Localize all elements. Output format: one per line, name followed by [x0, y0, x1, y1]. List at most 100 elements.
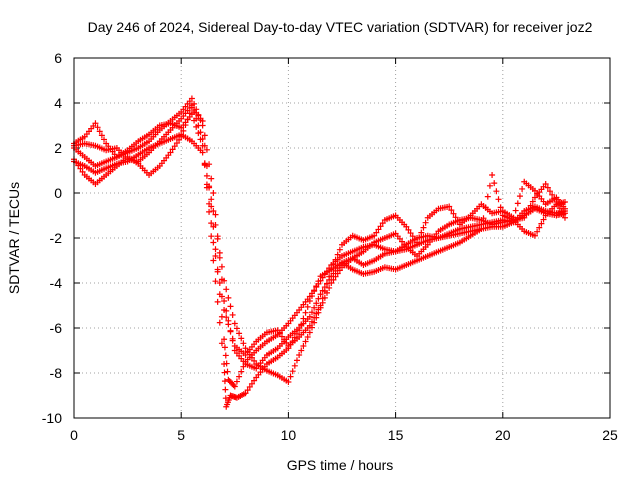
interp-marker: [221, 344, 228, 351]
interp-marker: [420, 224, 427, 231]
interp-marker: [276, 330, 283, 337]
series-track-5: [71, 102, 568, 410]
interp-marker: [246, 351, 253, 358]
interp-marker: [218, 293, 225, 300]
interp-marker: [222, 386, 229, 393]
interp-marker: [512, 207, 519, 214]
y-tick-label: -8: [50, 365, 63, 381]
interp-marker: [308, 293, 315, 300]
data-point: [328, 266, 335, 273]
interp-marker: [212, 211, 219, 218]
interp-marker: [422, 219, 429, 226]
interp-marker: [216, 280, 223, 286]
data-series: [71, 95, 568, 410]
x-axis-label: GPS time / hours: [287, 457, 394, 473]
data-point: [199, 149, 206, 156]
interp-marker: [375, 226, 382, 233]
interp-marker: [193, 115, 200, 122]
data-point: [210, 208, 217, 214]
interp-marker: [536, 224, 543, 231]
interp-marker: [208, 196, 215, 203]
y-tick-label: 6: [54, 50, 62, 66]
data-point: [188, 102, 195, 109]
interp-marker: [223, 314, 230, 321]
series-track-4: [71, 131, 568, 385]
data-point: [210, 257, 217, 264]
interp-marker: [221, 378, 228, 385]
interp-marker: [491, 180, 498, 187]
y-tick-label: -2: [50, 230, 63, 246]
data-point: [317, 291, 324, 298]
interp-marker: [191, 109, 198, 115]
interp-marker: [208, 233, 215, 240]
interp-marker: [218, 340, 225, 347]
interp-marker: [227, 328, 234, 335]
interp-marker: [216, 249, 223, 256]
interp-marker: [313, 300, 320, 307]
interp-marker: [549, 191, 556, 198]
data-point: [561, 199, 568, 205]
data-point: [210, 190, 217, 196]
data-point: [561, 214, 568, 221]
interp-marker: [281, 336, 288, 343]
interp-marker: [246, 383, 253, 390]
data-point: [92, 120, 99, 127]
chart-title: Day 246 of 2024, Sidereal Day-to-day VTE…: [88, 19, 593, 35]
interp-marker: [94, 124, 101, 131]
data-point: [306, 329, 313, 336]
interp-marker: [293, 330, 300, 337]
interp-marker: [379, 220, 386, 227]
interp-marker: [519, 185, 526, 192]
interp-marker: [298, 321, 305, 328]
interp-marker: [313, 314, 320, 321]
interp-marker: [405, 226, 412, 233]
data-point: [274, 327, 281, 334]
interp-marker: [323, 280, 330, 287]
interp-marker: [287, 341, 294, 348]
x-tick-label: 10: [281, 427, 297, 443]
interp-marker: [308, 324, 315, 331]
data-point: [296, 327, 303, 334]
interp-marker: [206, 208, 213, 215]
interp-marker: [516, 193, 523, 200]
interp-marker: [244, 348, 251, 355]
data-point: [371, 232, 378, 239]
interp-marker: [300, 315, 307, 322]
interp-marker: [212, 221, 219, 228]
data-point: [242, 345, 249, 352]
interp-marker: [529, 198, 536, 205]
interp-marker: [538, 220, 545, 227]
data-point: [414, 239, 421, 246]
data-point: [242, 390, 249, 397]
interp-marker: [293, 357, 300, 364]
data-point: [221, 361, 228, 367]
interp-marker: [201, 132, 208, 139]
interp-marker: [238, 335, 245, 342]
plot-frame: [73, 57, 611, 419]
interp-marker: [206, 200, 213, 207]
data-point: [542, 181, 549, 187]
x-tick-label: 0: [70, 427, 78, 443]
interp-marker: [218, 263, 225, 270]
interp-marker: [278, 333, 285, 340]
interp-marker: [448, 207, 455, 214]
interp-marker: [525, 206, 532, 213]
interp-marker: [527, 202, 534, 209]
interp-marker: [302, 338, 309, 345]
interp-marker: [540, 216, 547, 223]
data-point: [306, 313, 313, 320]
interp-marker: [300, 343, 307, 349]
data-point: [510, 214, 517, 221]
interp-marker: [216, 319, 223, 326]
interp-marker: [224, 368, 231, 375]
interp-marker: [229, 311, 236, 318]
interp-marker: [203, 146, 210, 153]
interp-marker: [332, 273, 339, 280]
interp-marker: [313, 283, 320, 290]
data-point: [199, 142, 206, 149]
interp-marker: [514, 200, 521, 207]
interp-marker: [319, 299, 326, 306]
interp-marker: [208, 175, 215, 182]
data-point: [231, 320, 238, 327]
data-point: [521, 214, 528, 221]
